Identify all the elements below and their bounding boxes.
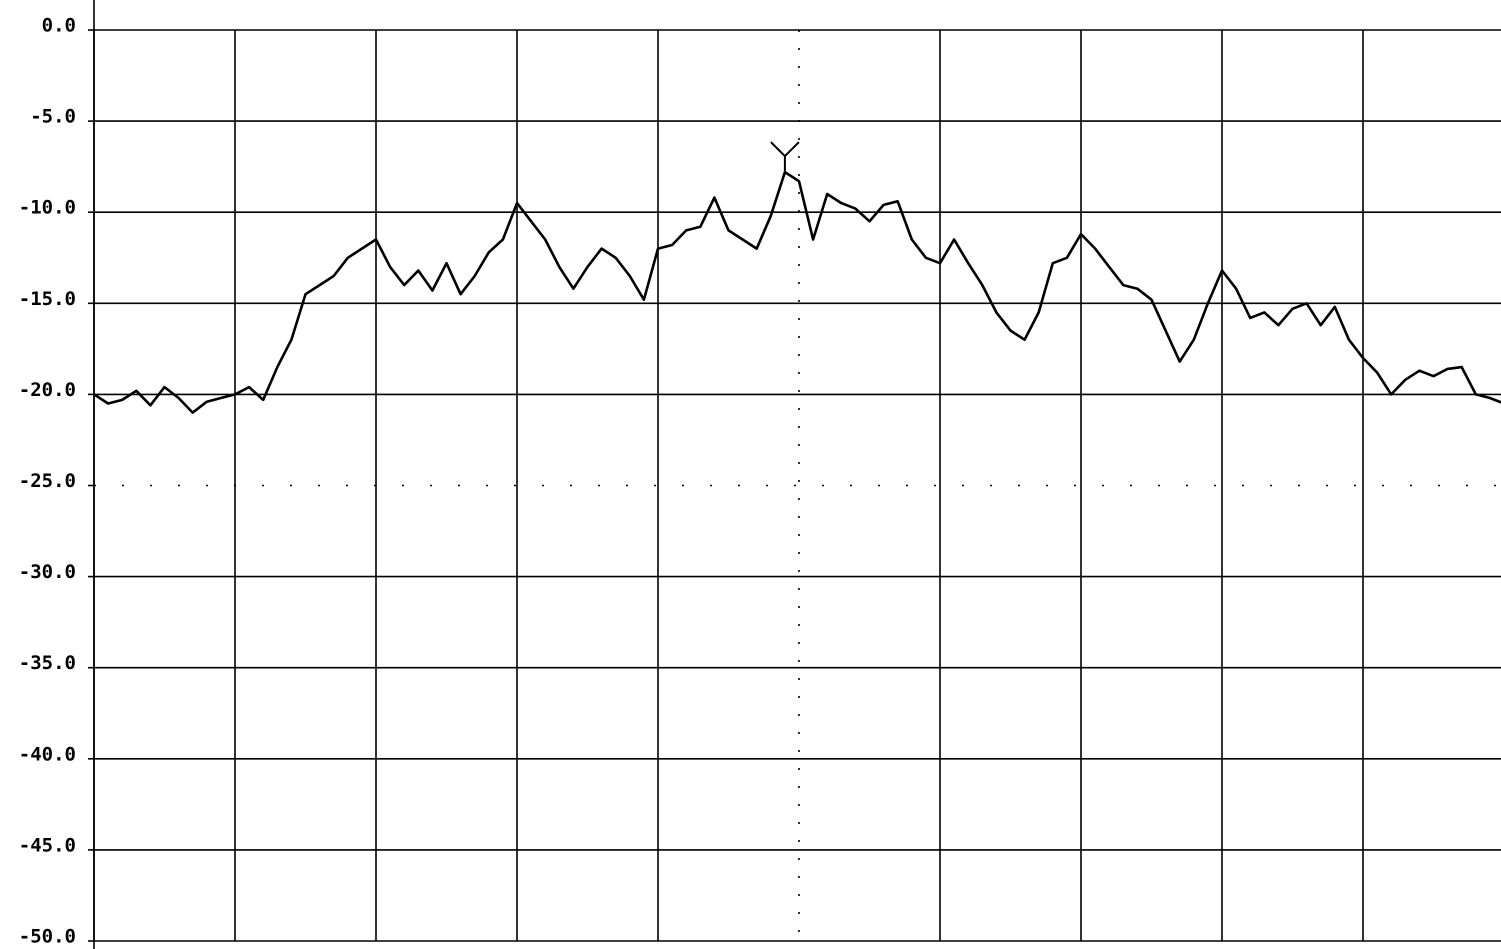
y-tick-label: -25.0 [19, 470, 76, 492]
y-tick-label: -45.0 [19, 834, 76, 856]
y-tick-label: 0.0 [42, 15, 76, 37]
y-tick-label: -15.0 [19, 288, 76, 310]
peak-marker [770, 141, 800, 173]
y-tick-label: -40.0 [19, 743, 76, 765]
y-tick-label: -20.0 [19, 379, 76, 401]
y-tick-label: -30.0 [19, 561, 76, 583]
y-tick-label: -10.0 [19, 197, 76, 219]
y-tick-label: -50.0 [19, 926, 76, 948]
y-tick-label: -5.0 [30, 106, 76, 128]
y-tick-label: -35.0 [19, 652, 76, 674]
trace [93, 170, 1501, 414]
